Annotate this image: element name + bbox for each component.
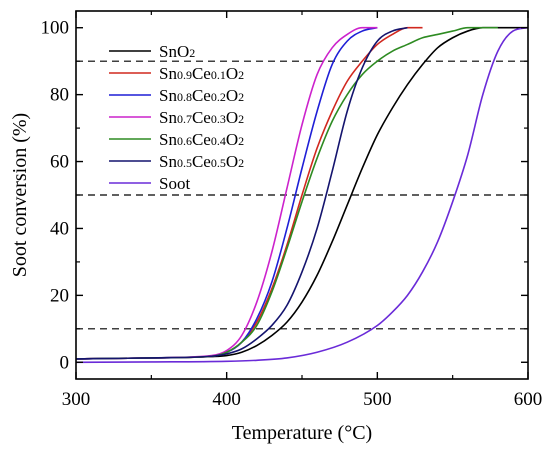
- x-axis-title: Temperature (°C): [232, 422, 372, 444]
- y-tick-label: 100: [41, 18, 70, 39]
- y-tick-label: 40: [50, 218, 69, 239]
- series-line-5: [75, 26, 408, 360]
- series-line-6: [75, 26, 529, 364]
- x-tick-label: 400: [212, 389, 241, 410]
- series-line-4: [75, 26, 498, 360]
- y-tick-label: 0: [60, 352, 70, 373]
- x-axis-ticks: 300 400 500 600: [62, 11, 543, 410]
- legend-label-2: Sn0.8Ce0.2O2: [159, 86, 244, 105]
- legend-label-3: Sn0.7Ce0.3O2: [159, 108, 244, 127]
- y-tick-label: 60: [50, 152, 69, 173]
- y-tick-label: 20: [50, 285, 69, 306]
- series-line-1: [75, 26, 423, 360]
- x-tick-label: 300: [62, 389, 91, 410]
- y-axis-ticks: 0 20 40 60 80 100: [41, 18, 528, 373]
- y-tick-label: 80: [50, 85, 69, 106]
- x-tick-label: 500: [363, 389, 392, 410]
- legend-label-5: Sn0.5Ce0.5O2: [159, 152, 244, 171]
- x-tick-label: 600: [514, 389, 543, 410]
- legend-label-6: Soot: [159, 174, 190, 193]
- series-lines: [75, 26, 529, 364]
- reference-lines: [76, 60, 528, 330]
- legend: SnO2 Sn0.9Ce0.1O2 Sn0.8Ce0.2O2 Sn0.7Ce0.3O2…: [109, 42, 244, 193]
- legend-label-0: SnO2: [159, 42, 195, 61]
- legend-label-1: Sn0.9Ce0.1O2: [159, 64, 244, 83]
- legend-label-4: Sn0.6Ce0.4O2: [159, 130, 244, 149]
- series-line-0: [75, 26, 528, 360]
- y-axis-title: Soot conversion (%): [9, 113, 31, 277]
